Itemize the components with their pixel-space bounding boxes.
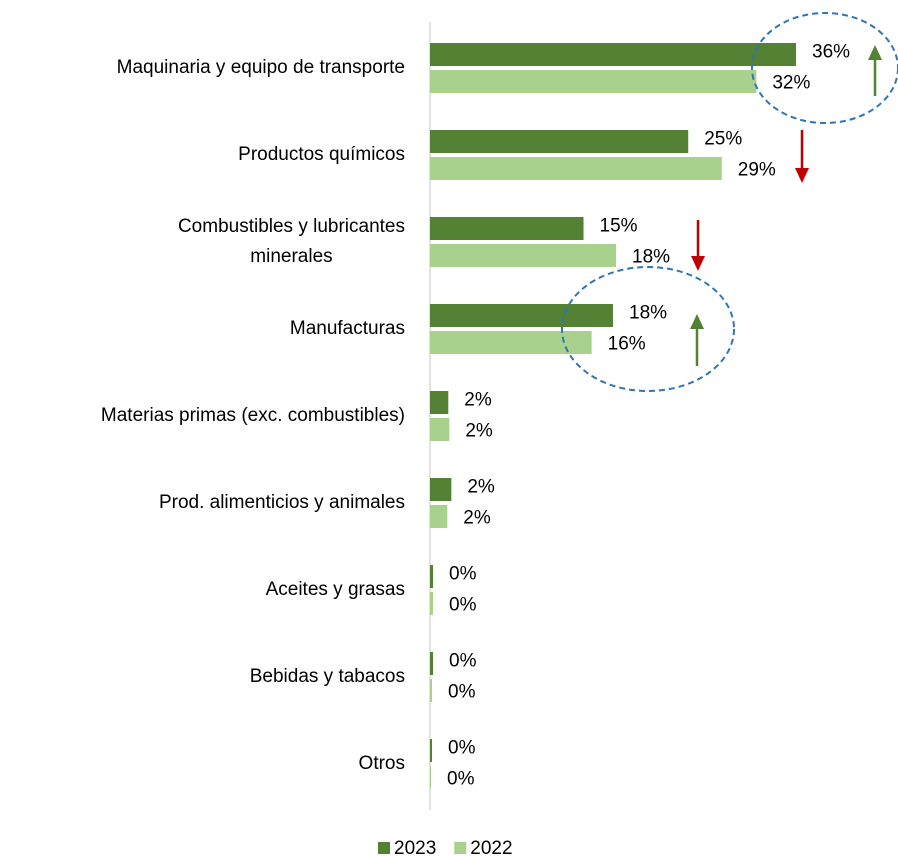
value-label: 15% bbox=[600, 216, 638, 237]
legend-label: 2022 bbox=[470, 838, 512, 859]
value-label: 0% bbox=[449, 595, 477, 616]
bar bbox=[430, 418, 450, 441]
arrow-up bbox=[690, 314, 704, 366]
category-label: Maquinaria y equipo de transporte bbox=[117, 57, 405, 78]
bar bbox=[430, 217, 584, 240]
bar bbox=[430, 130, 689, 153]
bar bbox=[430, 679, 433, 702]
bar bbox=[430, 391, 449, 414]
bar bbox=[430, 331, 592, 354]
legend-label: 2023 bbox=[394, 838, 436, 859]
category-label: Manufacturas bbox=[290, 318, 405, 339]
bar bbox=[430, 565, 434, 588]
value-label: 0% bbox=[449, 651, 477, 672]
value-label: 25% bbox=[704, 129, 742, 150]
value-label: 2% bbox=[465, 421, 493, 442]
value-label: 32% bbox=[772, 73, 810, 94]
value-label: 2% bbox=[463, 508, 491, 529]
category-label: Bebidas y tabacos bbox=[250, 666, 405, 687]
value-label: 16% bbox=[608, 334, 646, 355]
value-label: 2% bbox=[467, 477, 495, 498]
value-label: 18% bbox=[632, 247, 670, 268]
value-label: 0% bbox=[447, 769, 475, 790]
category-label: Materias primas (exc. combustibles) bbox=[101, 405, 405, 426]
bar bbox=[430, 739, 433, 762]
value-label: 36% bbox=[812, 42, 850, 63]
category-label: Prod. alimenticios y animales bbox=[159, 492, 405, 513]
category-label: Combustibles y lubricantes minerales bbox=[178, 216, 405, 267]
bar bbox=[430, 766, 432, 789]
bar bbox=[430, 304, 613, 327]
arrow-down bbox=[691, 220, 705, 271]
highlight-circle bbox=[751, 12, 898, 124]
bar bbox=[430, 478, 452, 501]
bar bbox=[430, 43, 796, 66]
value-label: 2% bbox=[464, 390, 492, 411]
category-label: Otros bbox=[359, 753, 405, 774]
legend-swatch bbox=[454, 842, 467, 854]
category-label: Aceites y grasas bbox=[266, 579, 405, 600]
arrow-down bbox=[795, 130, 809, 183]
bar bbox=[430, 70, 757, 93]
value-label: 29% bbox=[738, 160, 776, 181]
arrow-up bbox=[868, 45, 882, 96]
value-label: 0% bbox=[448, 738, 476, 759]
bar bbox=[430, 592, 434, 615]
legend-swatch bbox=[378, 842, 390, 854]
highlight-circle bbox=[561, 266, 735, 392]
category-label: Productos químicos bbox=[238, 144, 405, 165]
bar bbox=[430, 157, 722, 180]
value-label: 0% bbox=[449, 564, 477, 585]
plot bbox=[430, 43, 796, 789]
bar bbox=[430, 505, 448, 528]
bar bbox=[430, 652, 434, 675]
value-label: 18% bbox=[629, 303, 667, 324]
bar bbox=[430, 244, 617, 267]
value-label: 0% bbox=[448, 682, 476, 703]
